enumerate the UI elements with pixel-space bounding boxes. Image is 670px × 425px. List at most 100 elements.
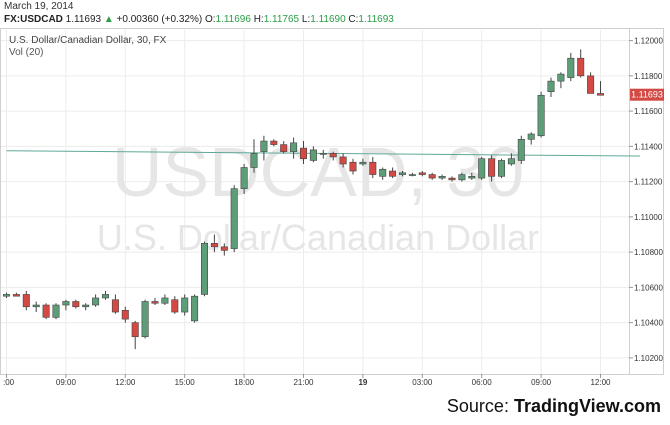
candle[interactable]: [42, 303, 50, 320]
change-arrow-icon: ▲: [103, 14, 114, 25]
candle[interactable]: [121, 306, 129, 323]
candle[interactable]: [349, 158, 357, 175]
candle[interactable]: [408, 172, 416, 177]
y-tick-label: 1.10200: [634, 354, 663, 363]
candle-body-down: [121, 309, 129, 320]
candle-body-down: [210, 243, 218, 248]
candle[interactable]: [111, 294, 119, 314]
candle[interactable]: [527, 132, 535, 145]
candle[interactable]: [468, 172, 476, 180]
candle[interactable]: [250, 139, 258, 173]
y-tick-label: 1.11800: [634, 72, 663, 81]
candle[interactable]: [72, 299, 80, 309]
candle[interactable]: [577, 49, 585, 78]
source-credit: Source: TradingView.com: [447, 396, 661, 417]
candle[interactable]: [52, 303, 60, 320]
candle[interactable]: [191, 294, 199, 323]
candle[interactable]: [270, 139, 278, 147]
candle[interactable]: [92, 294, 100, 307]
candle-body-up: [497, 160, 505, 177]
candle[interactable]: [537, 91, 545, 138]
candle[interactable]: [517, 135, 525, 164]
candle-body-up: [537, 94, 545, 137]
x-tick-label: 12:00: [115, 378, 136, 387]
candle[interactable]: [210, 234, 218, 253]
candle-body-down: [596, 93, 604, 96]
price-change: +0.00360 (+0.32%): [116, 14, 203, 25]
candle-body-down: [418, 172, 426, 175]
candle[interactable]: [260, 135, 268, 161]
candle[interactable]: [201, 241, 209, 297]
candle[interactable]: [309, 146, 317, 163]
candle[interactable]: [141, 299, 149, 339]
y-tick-label: 1.10600: [634, 283, 663, 292]
candle[interactable]: [181, 294, 189, 316]
candle[interactable]: [62, 299, 70, 311]
candle[interactable]: [458, 172, 466, 182]
candle[interactable]: [596, 81, 604, 96]
candle[interactable]: [497, 158, 505, 179]
candle-body-down: [280, 144, 288, 152]
candle[interactable]: [389, 167, 397, 179]
candle[interactable]: [488, 155, 496, 182]
candle[interactable]: [131, 320, 139, 350]
candle-body-down: [448, 177, 456, 181]
candle[interactable]: [290, 137, 298, 159]
candle[interactable]: [329, 151, 337, 161]
candle-body-up: [290, 142, 298, 152]
candle[interactable]: [151, 297, 159, 306]
price-chart[interactable]: USDCAD, 30 U.S. Dollar/Canadian Dollar U…: [0, 28, 670, 390]
high-label: H:: [253, 14, 264, 25]
candle[interactable]: [280, 141, 288, 154]
watermark-symbol: USDCAD, 30: [112, 133, 524, 211]
candle[interactable]: [319, 149, 327, 159]
candle-body-up: [309, 149, 317, 161]
last-price-marker: 1.11693: [630, 88, 664, 101]
candle[interactable]: [448, 176, 456, 182]
candle-body-down: [111, 299, 119, 313]
candle[interactable]: [567, 52, 575, 82]
x-tick-label: 15:00: [175, 378, 196, 387]
candle[interactable]: [22, 290, 30, 311]
candle[interactable]: [240, 163, 248, 194]
candle-body-down: [488, 158, 496, 177]
candle[interactable]: [171, 296, 179, 314]
y-tick-label: 1.12000: [634, 37, 663, 46]
candle-body-up: [260, 140, 268, 152]
candle-body-up: [398, 172, 406, 175]
candle[interactable]: [478, 156, 486, 180]
candle-body-up: [557, 73, 565, 82]
symbol-label[interactable]: FX:USDCAD: [4, 14, 63, 25]
candle[interactable]: [230, 185, 238, 253]
candle[interactable]: [587, 72, 595, 94]
candle[interactable]: [220, 243, 228, 256]
candle-body-down: [131, 322, 139, 338]
candle[interactable]: [398, 171, 406, 177]
candle[interactable]: [12, 292, 20, 297]
candle[interactable]: [438, 174, 446, 180]
candle-body-up: [468, 176, 476, 179]
candle[interactable]: [507, 153, 515, 166]
candle[interactable]: [2, 292, 11, 298]
close-value: 1.11693: [358, 14, 394, 25]
candle[interactable]: [547, 77, 555, 97]
candle[interactable]: [428, 172, 436, 180]
candle-body-down: [171, 299, 179, 313]
candle[interactable]: [102, 290, 110, 300]
source-name[interactable]: TradingView.com: [513, 396, 661, 416]
candle[interactable]: [557, 72, 565, 89]
candle[interactable]: [369, 156, 377, 179]
candle[interactable]: [339, 153, 347, 168]
candle[interactable]: [379, 167, 387, 180]
candle[interactable]: [32, 301, 40, 313]
candle[interactable]: [359, 158, 367, 166]
candle[interactable]: [299, 141, 307, 164]
candle[interactable]: [82, 303, 90, 311]
candle[interactable]: [161, 294, 169, 306]
close-label: C:: [348, 14, 359, 25]
x-tick-label: 19: [358, 378, 367, 387]
candle-body-down: [220, 246, 228, 251]
candle-body-up: [181, 297, 189, 313]
candle-body-down: [22, 294, 30, 308]
candle[interactable]: [418, 171, 426, 177]
